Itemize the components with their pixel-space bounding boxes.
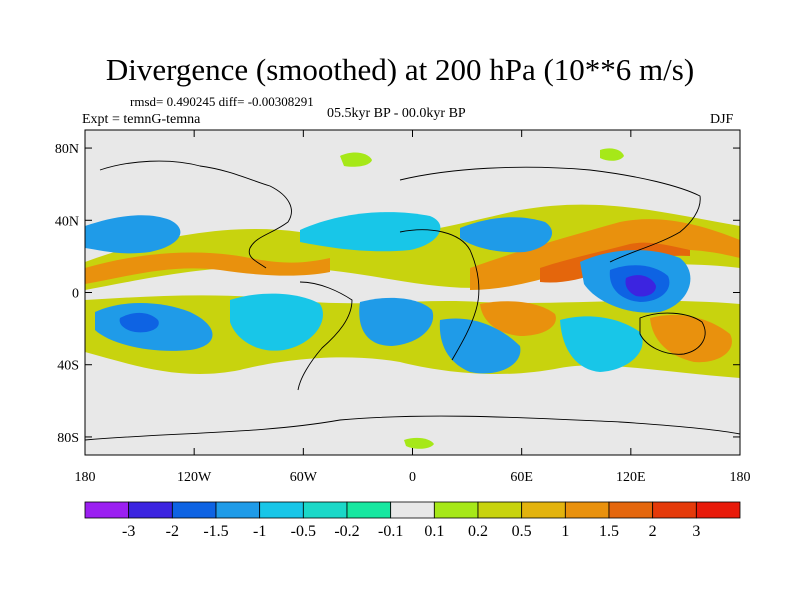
x-tick-label: 180: [75, 470, 96, 485]
x-tick-label: 180: [730, 470, 751, 485]
colorbar-swatch: [346, 501, 392, 519]
colorbar-swatch: [215, 501, 261, 519]
field-arctic-green-2: [600, 148, 624, 161]
field-arctic-green: [340, 152, 372, 167]
coastlines: [85, 160, 740, 441]
colorbar-label: -1: [253, 523, 266, 540]
colorbar-swatch: [608, 501, 654, 519]
coast-south-america: [297, 281, 353, 391]
colorbar-swatch: [521, 501, 566, 519]
colorbar-swatch: [652, 501, 697, 519]
colorbar-label: -0.1: [378, 523, 403, 540]
x-tick-label: 60W: [290, 470, 318, 485]
x-tick-label: 0: [409, 470, 416, 485]
coast-antarctica: [85, 415, 740, 441]
experiment-label: Expt = temnG-temna: [82, 112, 201, 127]
field-band-asia-blue: [460, 217, 553, 253]
colorbar-swatch: [564, 501, 610, 519]
colorbar-swatch: [84, 501, 130, 519]
colorbar-label: -0.5: [291, 523, 316, 540]
colorbar-label: 1.5: [599, 523, 619, 540]
chart-title: Divergence (smoothed) at 200 hPa (10**6 …: [105, 52, 695, 87]
colorbar-swatch: [390, 501, 435, 519]
field-band-south-pacific-core: [119, 312, 159, 333]
y-tick-label: 80S: [57, 431, 79, 446]
y-tick-label: 40N: [55, 214, 79, 229]
colorbar-label: 3: [692, 523, 700, 540]
x-tick-label: 60E: [510, 470, 533, 485]
colorbar: -3 -2 -1.5 -1 -0.5 -0.2 -0.1 0.1 0.2 0.5 1 1.5 2 3: [84, 501, 741, 540]
field-band-australia-orange: [650, 314, 732, 363]
field-antarctic-green: [404, 437, 434, 449]
colorbar-label: -3: [122, 523, 135, 540]
y-tick-label: 0: [72, 287, 79, 302]
colorbar-swatch: [259, 501, 304, 519]
y-axis: 80N 40N 0 40S 80S: [55, 142, 740, 446]
field-band-north-pacific-blue: [85, 215, 181, 254]
colorbar-label: 0.5: [512, 523, 532, 540]
field-band-south-indian-blue: [439, 318, 521, 374]
stats-text: rmsd= 0.490245 diff= -0.00308291: [130, 94, 314, 109]
field-band-africa-orange: [480, 301, 556, 336]
coast-eurasia: [399, 166, 701, 263]
period-label: 05.5kyr BP - 00.0kyr BP: [327, 106, 466, 121]
colorbar-swatch: [171, 501, 217, 519]
colorbar-label: 1: [561, 523, 569, 540]
colorbar-label: 0.1: [424, 523, 444, 540]
field-band-atlantic-blue: [300, 212, 441, 252]
colorbar-label: -1.5: [203, 523, 228, 540]
field-band-atlantic-south-blue: [359, 297, 434, 346]
colorbar-swatch: [477, 501, 523, 519]
season-label: DJF: [710, 112, 734, 127]
colorbar-label: 2: [649, 523, 657, 540]
field-band-south-america-blue: [230, 293, 323, 351]
colorbar-swatch: [433, 501, 479, 519]
field-band-north-orange: [85, 252, 330, 284]
coast-australia: [639, 312, 706, 355]
coast-africa: [399, 229, 480, 361]
y-tick-label: 40S: [57, 359, 79, 374]
x-tick-label: 120W: [177, 470, 212, 485]
colorbar-label: -2: [166, 523, 179, 540]
colorbar-label: 0.2: [468, 523, 488, 540]
divergence-field: [85, 148, 740, 449]
colorbar-swatch: [302, 501, 348, 519]
colorbar-swatch: [128, 501, 173, 519]
x-tick-label: 120E: [616, 470, 646, 485]
x-axis: 180 120W 60W 0 60E 120E 180: [75, 130, 751, 485]
colorbar-label: -0.2: [334, 523, 359, 540]
field-band-indian-blue: [560, 316, 643, 372]
field-maritime-peak: [625, 275, 656, 297]
colorbar-swatch: [695, 501, 741, 519]
y-tick-label: 80N: [55, 142, 79, 157]
coast-north-america: [99, 160, 292, 269]
